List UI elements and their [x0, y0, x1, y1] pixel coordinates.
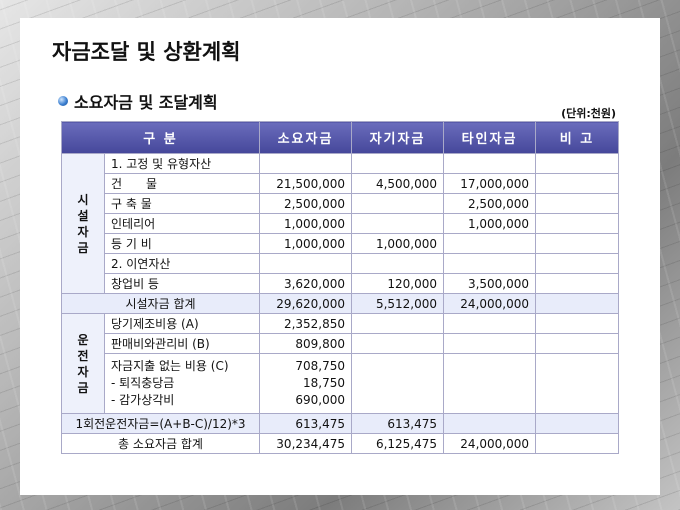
row-label: 판매비와관리비 (B) [103, 333, 261, 354]
facility-total-row: 시설자금 합계 29,620,000 5,512,000 24,000,000 [60, 293, 620, 314]
table-row: 판매비와관리비 (B) 809,800 [62, 333, 620, 354]
row-label: 총 소요자금 합계 [60, 433, 261, 454]
table-row: 등 기 비 1,000,000 1,000,000 [62, 233, 620, 254]
row-label: 등 기 비 [103, 233, 261, 254]
section-title: 소요자금 및 조달계획 [74, 93, 218, 112]
header-own: 자기자금 [351, 121, 445, 154]
row-label: 1. 고정 및 유형자산 [103, 153, 261, 174]
table-row: 건 물 21,500,000 4,500,000 17,000,000 [62, 173, 620, 194]
row-label: 창업비 등 [103, 273, 261, 294]
table-row: 창업비 등 3,620,000 120,000 3,500,000 [62, 273, 620, 294]
header-required: 소요자금 [259, 121, 353, 154]
table-row: 2. 이연자산 [62, 253, 620, 274]
row-label: 인테리어 [103, 213, 261, 234]
row-label: 자금지출 없는 비용 (C) - 퇴직충당금 - 감가상각비 [103, 353, 261, 414]
row-label: 구 축 물 [103, 193, 261, 214]
table-row: 자금지출 없는 비용 (C) - 퇴직충당금 - 감가상각비 708,750 1… [62, 353, 620, 414]
table-row: 구 축 물 2,500,000 2,500,000 [62, 193, 620, 214]
header-other: 타인자금 [443, 121, 537, 154]
unit-label: (단위:천원) [561, 107, 616, 120]
row-label: 1회전운전자금=(A+B-C)/12)*3 [60, 413, 261, 434]
row-label: 시설자금 합계 [60, 293, 261, 314]
header-category: 구 분 [60, 121, 261, 154]
working-capital-row: 1회전운전자금=(A+B-C)/12)*3 613,475 613,475 [60, 413, 620, 434]
grand-total-row: 총 소요자금 합계 30,234,475 6,125,475 24,000,00… [60, 433, 620, 454]
row-label: 2. 이연자산 [103, 253, 261, 274]
header-note: 비 고 [535, 121, 620, 154]
row-label: 건 물 [103, 173, 261, 194]
page-title: 자금조달 및 상환계획 [52, 40, 241, 64]
table-row: 인테리어 1,000,000 1,000,000 [62, 213, 620, 234]
table-header-row: 구 분 소요자금 자기자금 타인자금 비 고 [60, 121, 620, 154]
bullet-icon [58, 96, 68, 106]
row-label: 당기제조비용 (A) [103, 313, 261, 334]
